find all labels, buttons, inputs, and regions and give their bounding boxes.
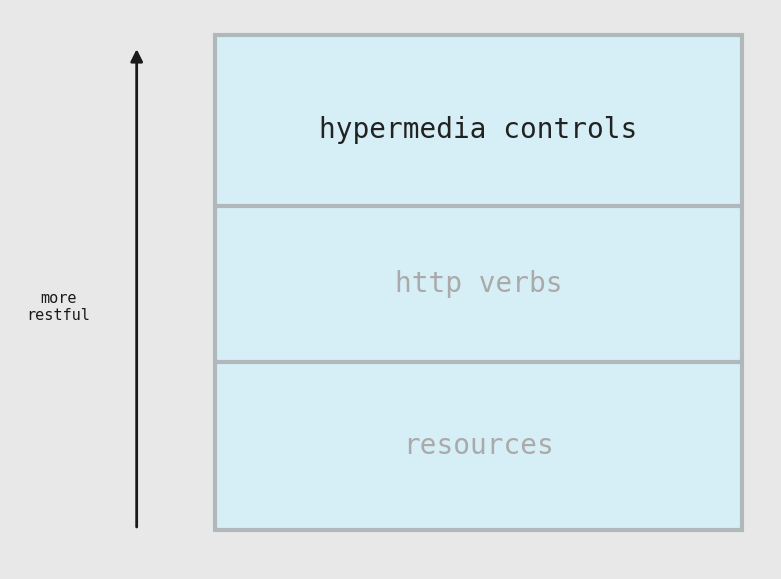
Text: resources: resources — [403, 432, 554, 460]
Text: more
restful: more restful — [27, 291, 91, 323]
Text: http verbs: http verbs — [394, 270, 562, 298]
Text: hypermedia controls: hypermedia controls — [319, 116, 637, 144]
FancyBboxPatch shape — [215, 35, 742, 530]
